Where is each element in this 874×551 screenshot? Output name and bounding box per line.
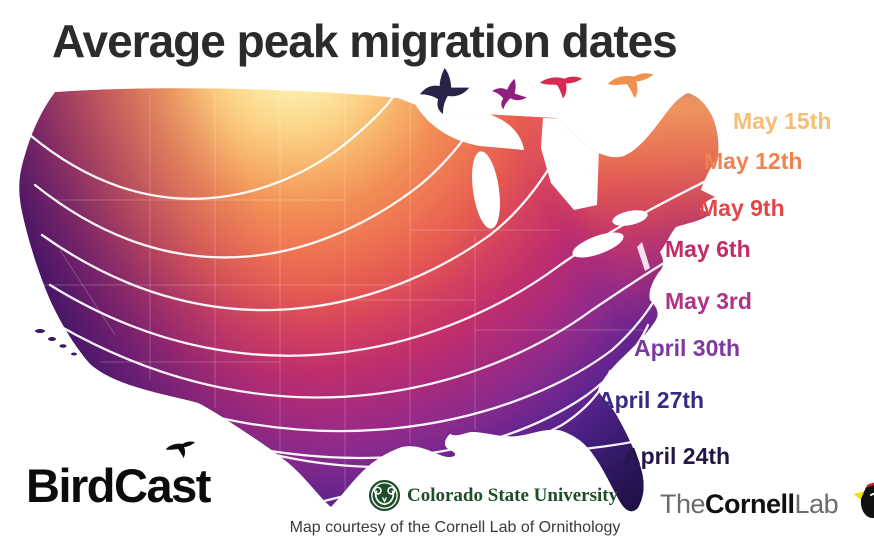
- csu-logo-text: Colorado State University: [407, 484, 619, 506]
- cornell-word-cornell: Cornell: [705, 488, 795, 519]
- date-label-april-30th: April 30th: [634, 335, 741, 361]
- date-label-may-9th: May 9th: [699, 195, 785, 221]
- map-credit-caption: Map courtesy of the Cornell Lab of Ornit…: [289, 519, 621, 536]
- migrating-bird-icon-1: [420, 68, 470, 114]
- csu-logo: Colorado State University: [368, 479, 618, 512]
- date-label-may-12th: May 12th: [704, 148, 803, 174]
- date-label-april-27th: April 27th: [598, 387, 705, 413]
- date-label-may-3rd: May 3rd: [665, 288, 752, 314]
- migrating-bird-icon-2: [492, 78, 527, 110]
- date-label-may-15th: May 15th: [733, 108, 832, 134]
- bird-flock: [420, 68, 654, 114]
- date-label-may-6th: May 6th: [665, 236, 751, 262]
- migrating-bird-icon-3: [540, 76, 583, 99]
- cornell-word-the: The: [660, 488, 706, 519]
- birdcast-bird-icon: [166, 441, 196, 458]
- channel-islands: [35, 329, 77, 356]
- csu-ram-icon: [368, 479, 401, 512]
- date-label-april-24th: April 24th: [624, 443, 731, 469]
- page-title: Average peak migration dates: [52, 15, 678, 67]
- cornell-word-lab: Lab: [794, 488, 839, 519]
- migrating-bird-icon-4: [607, 73, 654, 99]
- cornell-lab-logo: TheCornellLab: [660, 482, 874, 524]
- birdcast-logo: BirdCast: [26, 459, 211, 512]
- cornell-lab-wordmark: TheCornellLab: [660, 488, 839, 520]
- cornell-sapsucker-icon: [853, 482, 874, 519]
